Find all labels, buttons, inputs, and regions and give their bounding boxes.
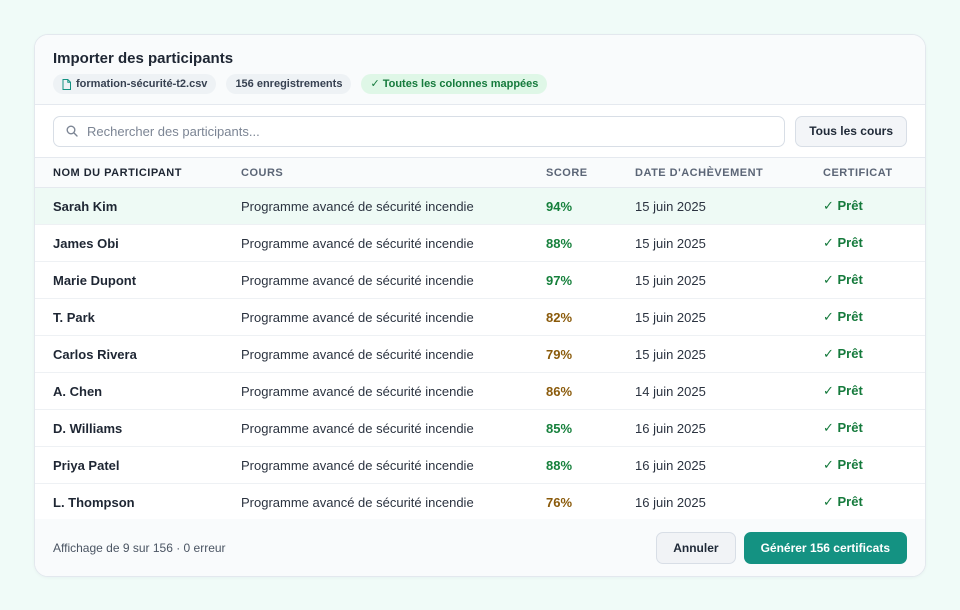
- course-filter-button[interactable]: Tous les cours: [795, 115, 907, 147]
- score-value: 86%: [546, 372, 635, 410]
- column-header-certificate[interactable]: CERTIFICAT: [823, 157, 925, 188]
- participant-name: A. Chen: [35, 372, 241, 410]
- search-input[interactable]: [87, 123, 773, 139]
- completion-date: 16 juin 2025: [635, 483, 823, 521]
- file-chip: formation-sécurité-t2.csv: [53, 74, 217, 94]
- column-header-name[interactable]: NOM DU PARTICIPANT: [35, 157, 241, 188]
- completion-date: 15 juin 2025: [635, 335, 823, 373]
- certificate-status: ✓ Prêt: [823, 409, 925, 447]
- score-value: 76%: [546, 483, 635, 521]
- course-name: Programme avancé de sécurité incendie: [241, 261, 546, 299]
- file-icon: [62, 78, 71, 90]
- table-header-row: NOM DU PARTICIPANT COURS SCORE DATE D'AC…: [35, 157, 925, 188]
- table-row[interactable]: James Obi Programme avancé de sécurité i…: [35, 224, 925, 262]
- toolbar: Tous les cours: [35, 105, 925, 157]
- certificate-status: ✓ Prêt: [823, 224, 925, 262]
- completion-date: 15 juin 2025: [635, 261, 823, 299]
- course-name: Programme avancé de sécurité incendie: [241, 224, 546, 262]
- search-icon: [66, 125, 78, 137]
- completion-date: 15 juin 2025: [635, 187, 823, 225]
- generate-certificates-button[interactable]: Générer 156 certificats: [743, 531, 907, 564]
- course-name: Programme avancé de sécurité incendie: [241, 446, 546, 484]
- table-row[interactable]: Carlos Rivera Programme avancé de sécuri…: [35, 335, 925, 373]
- panel-header: Importer des participants formation-sécu…: [35, 35, 925, 105]
- participant-name: Priya Patel: [35, 446, 241, 484]
- table-row[interactable]: L. Thompson Programme avancé de sécurité…: [35, 483, 925, 521]
- certificate-status: ✓ Prêt: [823, 483, 925, 521]
- completion-date: 15 juin 2025: [635, 224, 823, 262]
- mapping-status-chip: ✓ Toutes les colonnes mappées: [361, 74, 548, 94]
- results-summary: Affichage de 9 sur 156 · 0 erreur: [53, 540, 226, 555]
- record-count-chip: 156 enregistrements: [226, 74, 352, 94]
- course-name: Programme avancé de sécurité incendie: [241, 372, 546, 410]
- certificate-status: ✓ Prêt: [823, 187, 925, 225]
- column-header-course[interactable]: COURS: [241, 157, 546, 188]
- cancel-button[interactable]: Annuler: [656, 531, 736, 564]
- table-row[interactable]: D. Williams Programme avancé de sécurité…: [35, 409, 925, 447]
- completion-date: 15 juin 2025: [635, 298, 823, 336]
- column-header-score[interactable]: SCORE: [546, 157, 635, 188]
- certificate-status: ✓ Prêt: [823, 298, 925, 336]
- participant-name: Sarah Kim: [35, 187, 241, 225]
- course-name: Programme avancé de sécurité incendie: [241, 483, 546, 521]
- participant-name: Marie Dupont: [35, 261, 241, 299]
- certificate-status: ✓ Prêt: [823, 261, 925, 299]
- course-name: Programme avancé de sécurité incendie: [241, 335, 546, 373]
- score-value: 94%: [546, 187, 635, 225]
- score-value: 88%: [546, 224, 635, 262]
- import-participants-panel: Importer des participants formation-sécu…: [34, 34, 926, 577]
- file-name: formation-sécurité-t2.csv: [76, 78, 208, 90]
- table-row[interactable]: A. Chen Programme avancé de sécurité inc…: [35, 372, 925, 410]
- search-box[interactable]: [53, 115, 786, 147]
- panel-title: Importer des participants: [53, 50, 234, 67]
- certificate-status: ✓ Prêt: [823, 372, 925, 410]
- table-row[interactable]: Marie Dupont Programme avancé de sécurit…: [35, 261, 925, 299]
- score-value: 79%: [546, 335, 635, 373]
- score-value: 97%: [546, 261, 635, 299]
- certificate-status: ✓ Prêt: [823, 446, 925, 484]
- completion-date: 16 juin 2025: [635, 409, 823, 447]
- score-value: 88%: [546, 446, 635, 484]
- table-row[interactable]: Sarah Kim Programme avancé de sécurité i…: [35, 187, 925, 225]
- header-chips: formation-sécurité-t2.csv 156 enregistre…: [53, 74, 907, 94]
- participant-name: Carlos Rivera: [35, 335, 241, 373]
- column-header-date[interactable]: DATE D'ACHÈVEMENT: [635, 157, 823, 188]
- course-name: Programme avancé de sécurité incendie: [241, 187, 546, 225]
- course-name: Programme avancé de sécurité incendie: [241, 298, 546, 336]
- participant-name: James Obi: [35, 224, 241, 262]
- panel-footer: Affichage de 9 sur 156 · 0 erreur Annule…: [35, 519, 925, 576]
- completion-date: 16 juin 2025: [635, 446, 823, 484]
- course-name: Programme avancé de sécurité incendie: [241, 409, 546, 447]
- score-value: 85%: [546, 409, 635, 447]
- participants-table: NOM DU PARTICIPANT COURS SCORE DATE D'AC…: [35, 157, 925, 521]
- certificate-status: ✓ Prêt: [823, 335, 925, 373]
- participant-name: T. Park: [35, 298, 241, 336]
- participant-name: L. Thompson: [35, 483, 241, 521]
- completion-date: 14 juin 2025: [635, 372, 823, 410]
- score-value: 82%: [546, 298, 635, 336]
- participant-name: D. Williams: [35, 409, 241, 447]
- table-row[interactable]: Priya Patel Programme avancé de sécurité…: [35, 446, 925, 484]
- table-row[interactable]: T. Park Programme avancé de sécurité inc…: [35, 298, 925, 336]
